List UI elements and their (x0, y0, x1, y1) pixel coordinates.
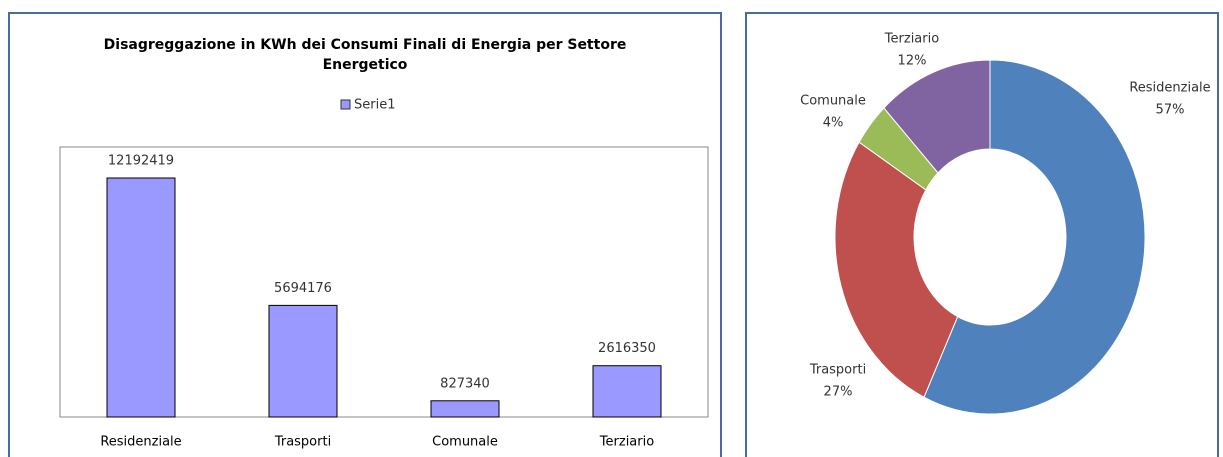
x-tick-label: Trasporti (274, 435, 331, 450)
data-label: 827340 (440, 376, 490, 391)
data-label: 12192419 (108, 154, 174, 169)
donut-slice (834, 141, 959, 398)
slice-label: Residenziale (1129, 81, 1210, 96)
donut-slice (883, 59, 991, 174)
slice-label: Trasporti (809, 363, 866, 378)
x-tick-label: Residenziale (100, 435, 181, 450)
slice-label: Terziario (884, 32, 939, 47)
bar (430, 400, 500, 418)
donut-slice (923, 59, 1146, 415)
bar (268, 304, 338, 418)
chart-title: Disagreggazione in KWh dei Consumi Final… (104, 37, 627, 73)
data-label: 5694176 (274, 281, 332, 296)
legend-swatch (340, 99, 351, 110)
x-tick-label: Terziario (599, 435, 654, 450)
slice-value: 4% (823, 116, 844, 131)
data-label: 2616350 (598, 341, 656, 356)
legend-label: Serie1 (354, 98, 395, 113)
slice-label: Comunale (800, 94, 866, 109)
bar (106, 177, 176, 418)
bar (592, 365, 662, 418)
x-tick-label: Comunale (432, 435, 498, 450)
slice-value: 27% (824, 385, 853, 400)
slice-value: 57% (1156, 103, 1185, 118)
slice-value: 12% (898, 54, 927, 69)
